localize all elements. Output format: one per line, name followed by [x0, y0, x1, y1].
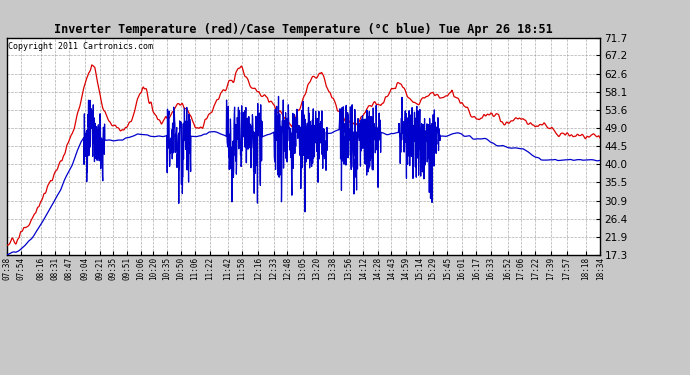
- Title: Inverter Temperature (red)/Case Temperature (°C blue) Tue Apr 26 18:51: Inverter Temperature (red)/Case Temperat…: [55, 23, 553, 36]
- Text: Copyright 2011 Cartronics.com: Copyright 2011 Cartronics.com: [8, 42, 153, 51]
